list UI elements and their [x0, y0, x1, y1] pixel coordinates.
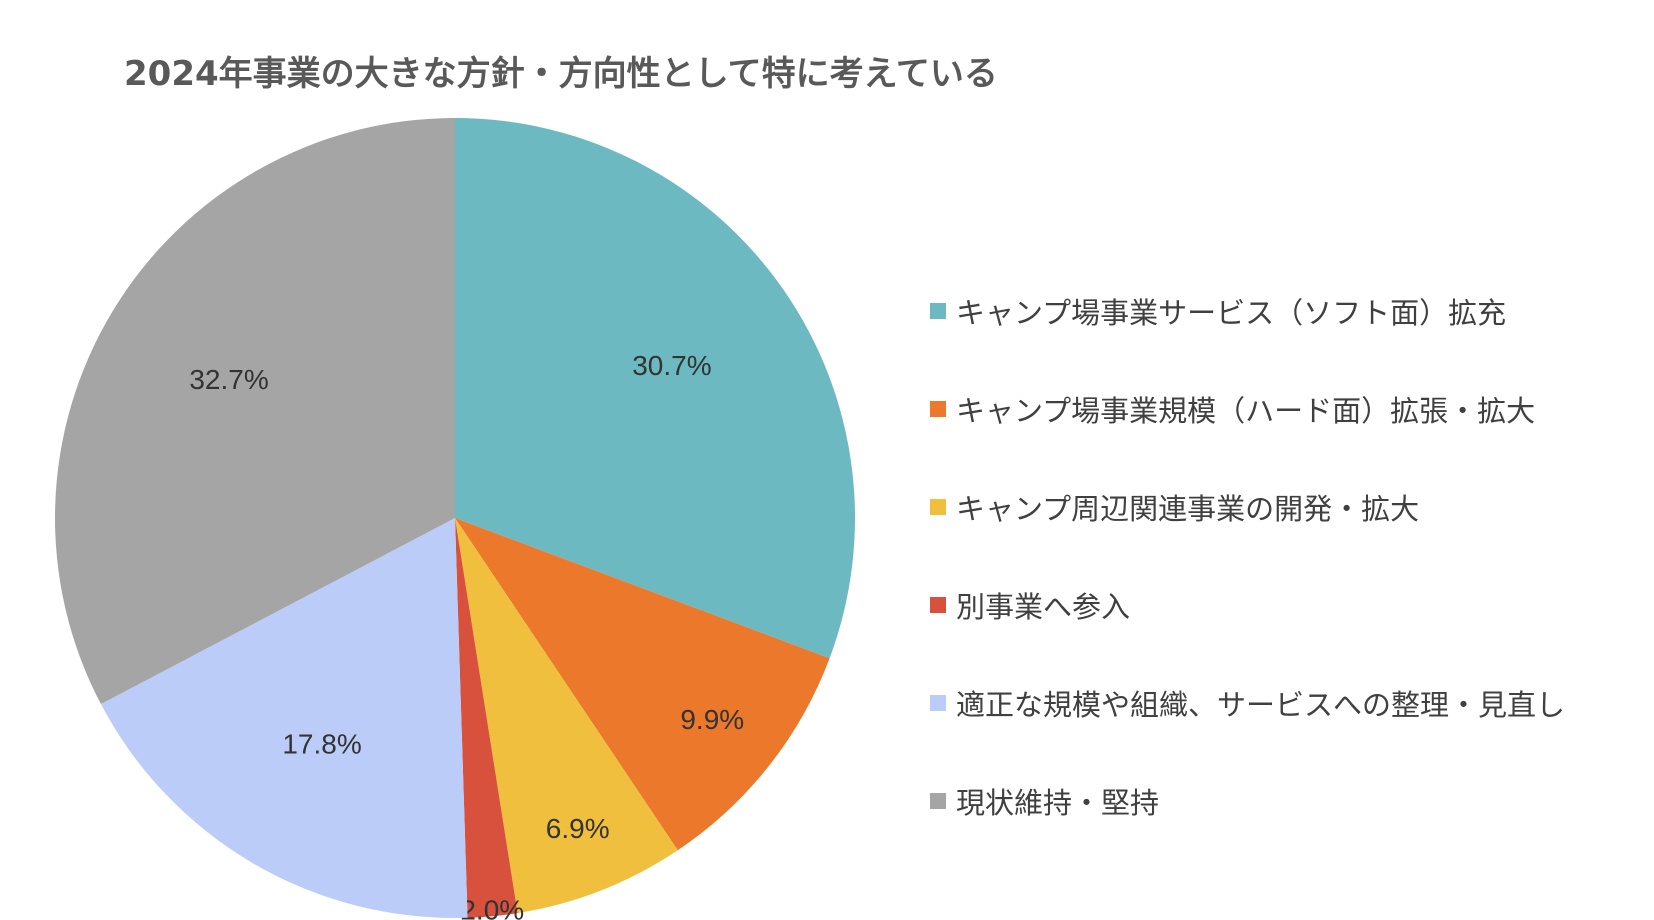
legend-swatch — [930, 303, 946, 319]
slice-data-label: 9.9% — [680, 704, 744, 735]
pie-slice — [455, 518, 678, 914]
legend-item: 別事業へ参入 — [930, 556, 1565, 654]
legend: キャンプ場事業サービス（ソフト面）拡充 キャンプ場事業規模（ハード面）拡張・拡大キ… — [930, 262, 1565, 850]
legend-label: キャンプ周辺関連事業の開発・拡大 — [956, 492, 1420, 526]
slice-data-label: 30.7% — [632, 350, 711, 381]
legend-swatch — [930, 401, 946, 417]
legend-label: 適正な規模や組織、サービスへの整理・見直し — [956, 688, 1566, 722]
legend-item: キャンプ場事業規模（ハード面）拡張・拡大 — [930, 360, 1565, 458]
legend-item: 適正な規模や組織、サービスへの整理・見直し — [930, 654, 1565, 752]
legend-item: 現状維持・堅持 — [930, 752, 1565, 850]
pie-slice — [455, 518, 830, 851]
pie-slice — [455, 118, 855, 659]
pie-slice — [100, 518, 468, 918]
legend-item: キャンプ場事業サービス（ソフト面）拡充 — [930, 262, 1565, 360]
legend-label: キャンプ場事業規模（ハード面）拡張・拡大 — [956, 394, 1536, 428]
legend-item: キャンプ周辺関連事業の開発・拡大 — [930, 458, 1565, 556]
slice-data-label: 2.0% — [460, 895, 524, 920]
legend-label: 別事業へ参入 — [956, 590, 1131, 624]
legend-swatch — [930, 597, 946, 613]
legend-swatch — [930, 793, 946, 809]
pie-slice — [54, 118, 455, 705]
legend-swatch — [930, 695, 946, 711]
pie-slice — [455, 518, 518, 918]
slice-data-label: 6.9% — [546, 813, 610, 844]
legend-label: キャンプ場事業サービス（ソフト面）拡充 — [956, 296, 1507, 330]
slice-data-label: 32.7% — [189, 364, 268, 395]
chart-title: 2024年事業の大きな方針・方向性として特に考えている — [124, 54, 998, 94]
legend-swatch — [930, 499, 946, 515]
slice-data-label: 17.8% — [282, 728, 361, 759]
legend-label: 現状維持・堅持 — [956, 786, 1160, 820]
